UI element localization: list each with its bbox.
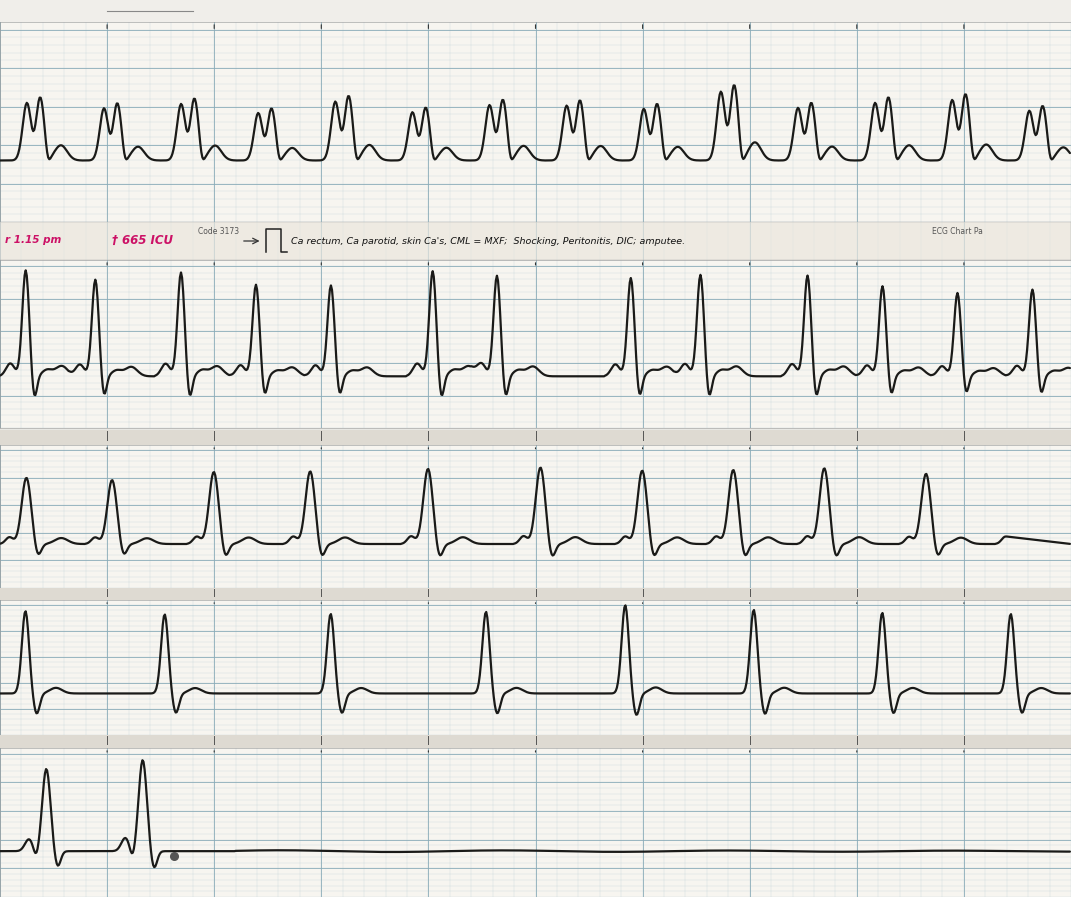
Text: r 1.15 pm: r 1.15 pm — [5, 235, 62, 245]
Text: ECG Chart Pa: ECG Chart Pa — [932, 227, 983, 236]
Text: † 665 ICU: † 665 ICU — [112, 234, 174, 247]
Text: Code 3173: Code 3173 — [198, 227, 239, 236]
Text: Ca rectum, Ca parotid, skin Ca's, CML = MXF;  Shocking, Peritonitis, DIC; ampute: Ca rectum, Ca parotid, skin Ca's, CML = … — [291, 237, 685, 246]
